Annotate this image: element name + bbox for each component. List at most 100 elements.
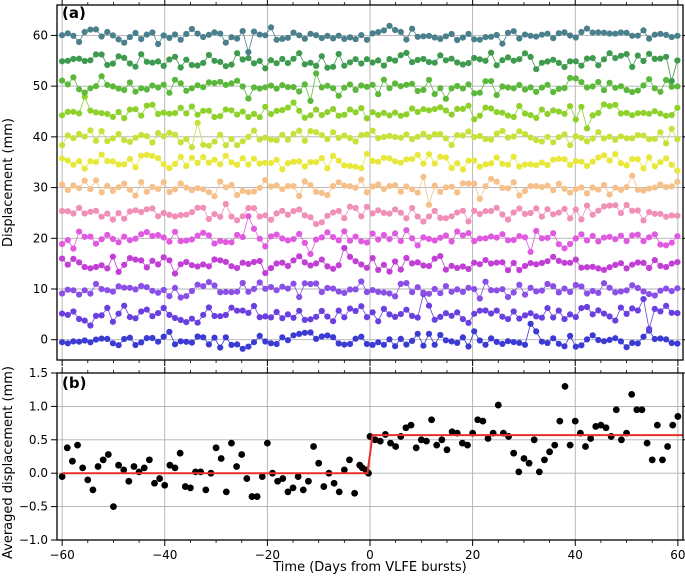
series-point <box>363 264 370 271</box>
series-point <box>121 335 128 343</box>
series-point <box>346 286 354 293</box>
series-point <box>87 57 94 64</box>
series-point <box>476 89 483 96</box>
series-point <box>668 183 675 190</box>
series-point <box>533 183 540 190</box>
series-point <box>279 35 286 43</box>
series-point <box>245 309 252 316</box>
series-point <box>482 208 489 215</box>
series-point <box>104 61 111 69</box>
data-point <box>58 473 66 480</box>
data-point <box>551 441 559 449</box>
x-tick-label: 60 <box>670 548 685 562</box>
series-point <box>414 133 421 140</box>
series-point <box>177 36 184 43</box>
series-point <box>403 280 410 287</box>
data-point <box>515 468 523 476</box>
series-point <box>572 58 579 65</box>
series-point <box>346 253 354 260</box>
series-point <box>262 243 269 250</box>
series-point <box>81 287 88 294</box>
series-point <box>521 50 529 57</box>
series-point <box>126 60 133 67</box>
series-point <box>448 338 455 345</box>
series-point <box>521 210 529 217</box>
series-point <box>595 307 602 314</box>
series-point <box>194 30 201 37</box>
series-point <box>149 232 156 240</box>
series-point <box>606 79 613 86</box>
series-point <box>369 230 376 237</box>
series-point <box>425 302 433 309</box>
series-point <box>138 36 145 43</box>
series-point <box>380 209 387 216</box>
series-point <box>640 333 647 340</box>
series-point <box>392 313 399 320</box>
series-point <box>222 239 229 246</box>
series-point <box>459 334 466 341</box>
series-point <box>431 341 438 348</box>
series-point <box>629 63 636 70</box>
series-point <box>307 59 314 66</box>
series-point <box>516 281 523 288</box>
series-point <box>121 180 128 187</box>
series-point <box>550 187 557 194</box>
series-point <box>646 325 653 333</box>
series-point <box>76 55 83 62</box>
series-point <box>657 88 664 95</box>
series-point <box>324 32 331 40</box>
series-point <box>465 81 472 88</box>
data-point <box>238 451 246 458</box>
series-point <box>335 50 342 58</box>
series-point <box>651 335 658 343</box>
series-point <box>448 288 455 295</box>
series-point <box>583 138 591 145</box>
series-point <box>115 85 122 92</box>
series-point <box>205 215 212 223</box>
data-point <box>597 421 605 429</box>
series-point <box>420 262 427 269</box>
series-point <box>674 104 681 111</box>
series-point <box>459 34 466 41</box>
series-point <box>132 286 139 293</box>
series-point <box>81 233 88 240</box>
series-point <box>194 111 201 118</box>
series-point <box>166 238 173 245</box>
series-point <box>70 161 77 168</box>
series-point <box>375 207 382 214</box>
series-point <box>245 133 252 140</box>
series-point <box>617 288 625 295</box>
data-point <box>484 435 492 442</box>
series-point <box>200 204 207 211</box>
series-point <box>572 116 579 123</box>
series-point <box>454 189 461 196</box>
series-point <box>386 336 393 343</box>
series-point <box>222 106 229 113</box>
series-point <box>640 109 647 116</box>
panel-a-ylabel: Displacement (mm) <box>1 118 16 247</box>
series-point <box>493 307 500 314</box>
series-point <box>188 339 195 346</box>
series-point <box>87 290 94 297</box>
series-point <box>617 260 625 267</box>
series-point <box>217 178 224 185</box>
series-point <box>194 119 201 126</box>
series-point <box>595 238 602 245</box>
series-point <box>538 138 546 145</box>
series-point <box>476 163 483 170</box>
series-point <box>273 182 280 189</box>
series-point <box>98 312 105 319</box>
series-point <box>589 29 596 36</box>
series-point <box>454 309 461 316</box>
data-point <box>556 417 564 425</box>
series-point <box>600 87 608 94</box>
series-point <box>138 257 145 264</box>
series-point <box>183 136 190 143</box>
series-point <box>420 173 427 180</box>
series-point <box>380 289 387 296</box>
series-point <box>504 161 512 168</box>
series-point <box>623 109 630 116</box>
series-point <box>606 264 613 271</box>
series-point <box>352 56 359 63</box>
